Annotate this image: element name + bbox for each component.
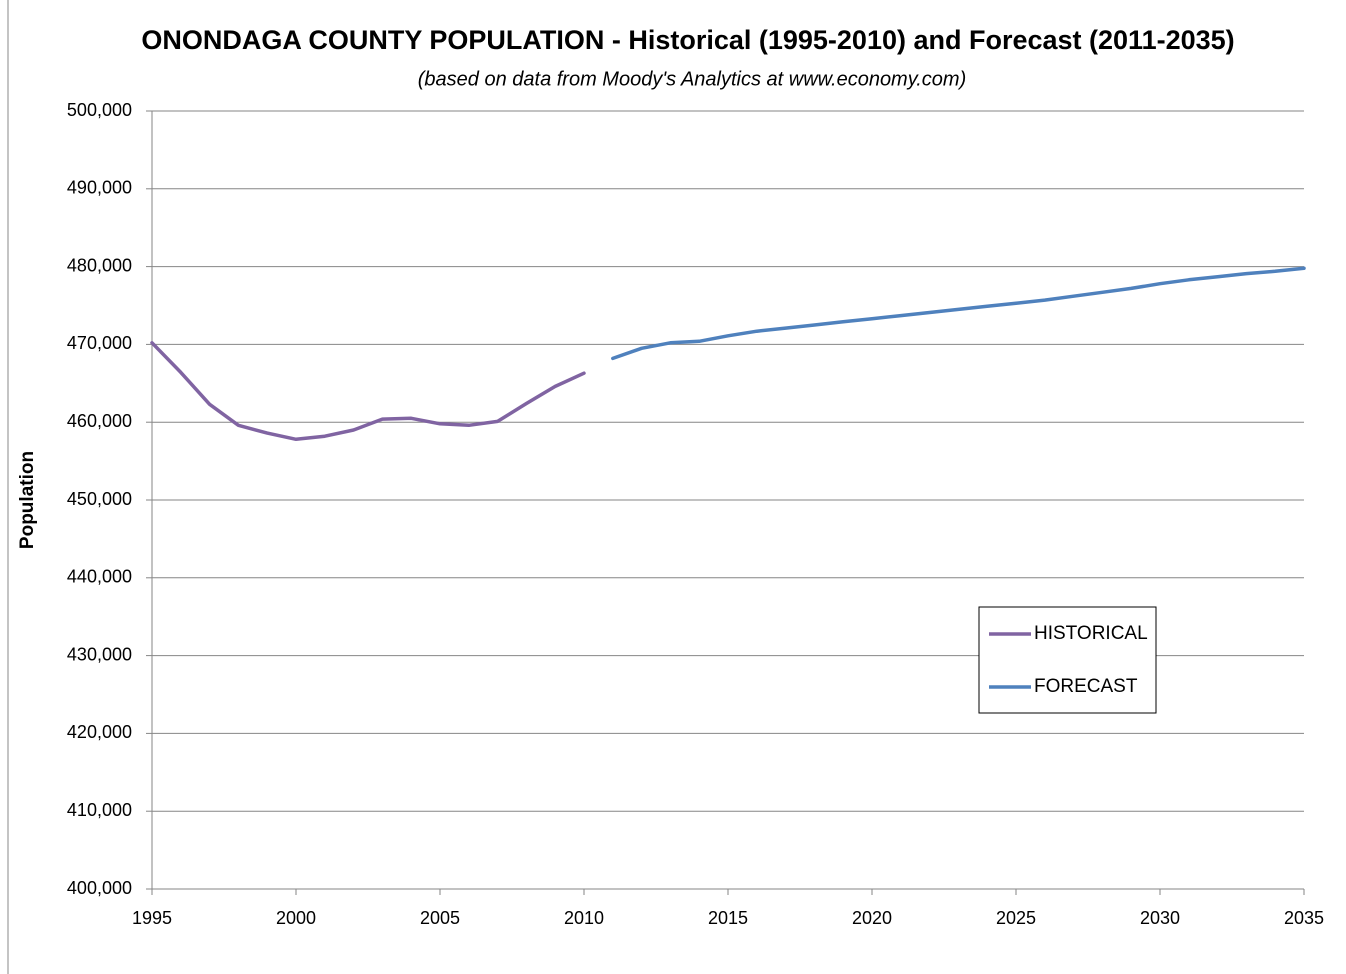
chart-title: ONONDAGA COUNTY POPULATION - Historical … xyxy=(141,25,1234,55)
x-tick-label: 2010 xyxy=(564,908,604,928)
y-tick-label: 400,000 xyxy=(67,878,132,898)
x-tick-label: 2015 xyxy=(708,908,748,928)
legend-box xyxy=(978,606,1157,714)
x-tick-label: 2020 xyxy=(852,908,892,928)
x-tick-label: 2030 xyxy=(1140,908,1180,928)
chart-subtitle: (based on data from Moody's Analytics at… xyxy=(418,68,967,90)
x-tick-label: 1995 xyxy=(132,908,172,928)
legend-label: FORECAST xyxy=(1034,676,1138,697)
x-tick-label: 2035 xyxy=(1284,908,1324,928)
x-tick-label: 2000 xyxy=(276,908,316,928)
y-tick-label: 480,000 xyxy=(67,255,132,275)
chart-frame xyxy=(7,0,9,974)
series-line xyxy=(611,266,1306,361)
y-tick-label: 450,000 xyxy=(67,489,132,509)
legend-label: HISTORICAL xyxy=(1034,623,1148,644)
y-tick-label: 460,000 xyxy=(67,411,132,431)
y-tick-label: 440,000 xyxy=(67,567,132,587)
y-axis-label: Population xyxy=(17,451,38,549)
x-tick-label: 2005 xyxy=(420,908,460,928)
y-tick-label: 410,000 xyxy=(67,800,132,820)
x-tick-label: 2025 xyxy=(996,908,1036,928)
y-tick-label: 420,000 xyxy=(67,722,132,742)
y-tick-label: 430,000 xyxy=(67,644,132,664)
y-tick-label: 500,000 xyxy=(67,100,132,120)
y-tick-label: 470,000 xyxy=(67,333,132,353)
series-line xyxy=(150,341,586,442)
y-tick-label: 490,000 xyxy=(67,178,132,198)
